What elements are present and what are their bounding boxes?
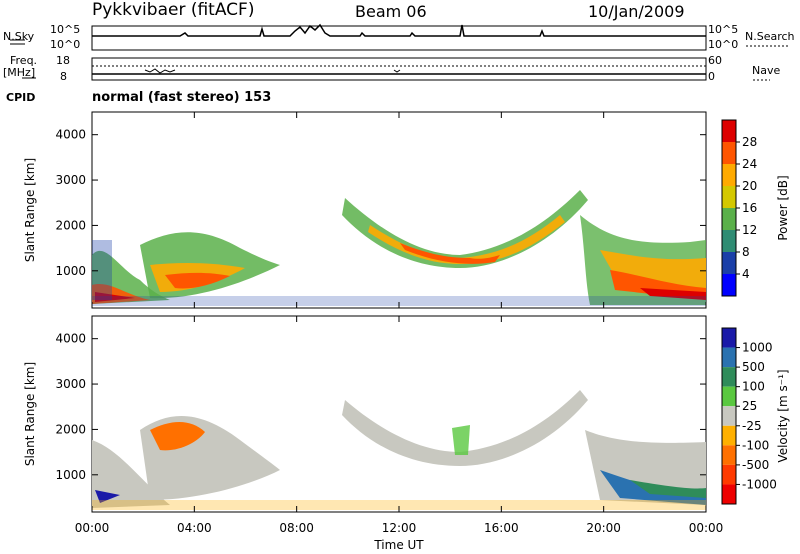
freq-line	[144, 68, 176, 74]
freq-tick-bottom: 8	[60, 70, 67, 83]
velocity-colorbar-tick-label: -25	[742, 419, 762, 433]
velocity-colorbar-segment	[722, 464, 736, 485]
velocity-colorbar-segment	[722, 386, 736, 407]
nave-label: Nave	[752, 64, 781, 77]
velocity-ytick-label: 1000	[55, 468, 86, 482]
power-colorbar-tick-label: 4	[742, 267, 750, 281]
velocity-echoes	[92, 390, 706, 510]
velocity-colorbar-segment	[722, 347, 736, 368]
nsky-line	[92, 23, 706, 37]
velocity-colorbar-segment	[722, 367, 736, 387]
xtick-label: 16:00	[484, 521, 519, 535]
nsearch-tick-bottom: 10^0	[708, 38, 739, 51]
xtick-label: 00:00	[689, 521, 724, 535]
velocity-colorbar-tick-label: -1000	[742, 477, 777, 491]
power-colorbar-segment	[722, 164, 736, 186]
beam-title: Beam 06	[355, 2, 427, 21]
power-colorbar-tick-label: 12	[742, 223, 757, 237]
velocity-colorbar-label: Velocity [m s⁻¹]	[776, 369, 790, 462]
nsky-tick-top: 10^5	[50, 23, 81, 36]
freq-label: Freq.	[10, 54, 38, 67]
velocity-panel	[91, 315, 707, 513]
velocity-colorbar-segment	[722, 484, 736, 504]
freq-unit: [MHz]	[3, 66, 36, 79]
velocity-colorbar-tick-label: -500	[742, 458, 769, 472]
power-colorbar-tick-label: 24	[742, 157, 757, 171]
power-colorbar-tick-label: 20	[742, 179, 757, 193]
xtick-label: 12:00	[382, 521, 417, 535]
velocity-ytick-label: 4000	[55, 332, 86, 346]
power-colorbar-segment	[722, 186, 736, 208]
xtick-label: 08:00	[279, 521, 314, 535]
velocity-colorbar-segment	[722, 425, 736, 446]
velocity-ytick-label: 3000	[55, 377, 86, 391]
velocity-ylabel: Slant Range [km]	[23, 362, 37, 466]
power-ytick-label: 1000	[55, 264, 86, 278]
velocity-colorbar-segment	[722, 328, 736, 348]
freq-tick-top: 18	[56, 54, 70, 67]
xlabel: Time UT	[373, 538, 424, 552]
velocity-ytick-label: 2000	[55, 422, 86, 436]
nsearch-tick-top: 10^5	[708, 23, 739, 36]
power-ytick-label: 4000	[55, 128, 86, 142]
power-colorbar-segment	[722, 120, 736, 142]
velocity-colorbar-tick-label: 100	[742, 380, 765, 394]
power-ylabel: Slant Range [km]	[23, 158, 37, 262]
xtick-label: 04:00	[177, 521, 212, 535]
power-ytick-label: 3000	[55, 173, 86, 187]
power-colorbar-segment	[722, 208, 736, 230]
velocity-colorbar-segment	[722, 445, 736, 465]
xtick-label: 20:00	[586, 521, 621, 535]
velocity-colorbar-frame	[721, 327, 737, 505]
power-colorbar-segment	[722, 230, 736, 252]
power-echoes	[92, 190, 706, 306]
xtick-label: 00:00	[75, 521, 110, 535]
station-title: Pykkvibaer (fitACF)	[92, 0, 255, 20]
power-colorbar-label: Power [dB]	[776, 175, 790, 240]
cpid-label: CPID	[6, 91, 36, 104]
velocity-colorbar-tick-label: 500	[742, 360, 765, 374]
nave-tick-bottom: 0	[708, 70, 715, 83]
velocity-colorbar-tick-label: 1000	[742, 341, 773, 355]
power-colorbar-segment	[722, 142, 736, 164]
power-panel	[91, 111, 707, 309]
velocity-colorbar-segment	[722, 406, 736, 426]
velocity-colorbar-tick-label: 25	[742, 399, 757, 413]
power-colorbar-tick-label: 8	[742, 245, 750, 259]
axes-layer: 1000 2000 3000 4000 Slant Range [km] 1000 2000…	[23, 112, 723, 552]
nsearch-label: N.Search	[745, 30, 795, 43]
freq-panel	[22, 57, 770, 81]
power-colorbar-segment	[722, 252, 736, 274]
power-colorbar-segment	[722, 274, 736, 296]
date-title: 10/Jan/2009	[588, 2, 685, 21]
cpid-text: normal (fast stereo) 153	[92, 90, 272, 105]
power-colorbar-tick-label: 28	[742, 135, 757, 149]
power-colorbar-tick-label: 16	[742, 201, 757, 215]
velocity-colorbar-tick-label: -100	[742, 438, 769, 452]
colorbar-layer: 28 24 20 16 12 8 4 Power [dB] 1000 500 100 25 -25 -10…	[721, 119, 790, 505]
nsky-panel	[10, 23, 790, 51]
nsky-tick-bottom: 10^0	[50, 38, 81, 51]
nave-tick-top: 60	[708, 54, 722, 67]
power-ytick-label: 2000	[55, 218, 86, 232]
